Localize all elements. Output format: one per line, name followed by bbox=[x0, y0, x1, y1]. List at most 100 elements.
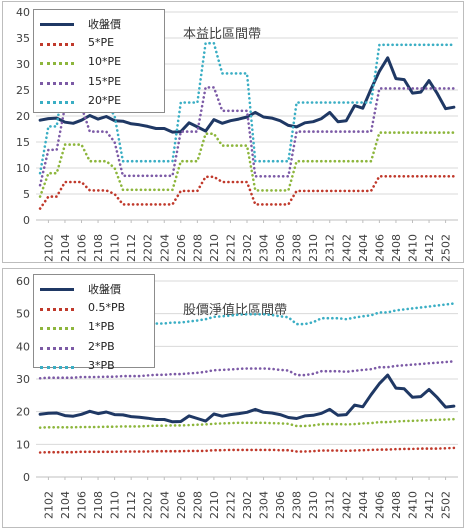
x-tick-label: 2212 bbox=[224, 234, 237, 262]
series-line-1 bbox=[38, 446, 456, 454]
y-tick-label: 40 bbox=[16, 6, 30, 19]
x-tick-label: 2404 bbox=[357, 491, 370, 519]
x-tick-label: 2112 bbox=[125, 491, 138, 519]
legend-swatch bbox=[40, 81, 74, 85]
x-tick-label: 2104 bbox=[59, 491, 72, 519]
x-tick-label: 2404 bbox=[357, 234, 370, 262]
x-tick-label: 2208 bbox=[191, 491, 204, 519]
series-line-2 bbox=[38, 417, 456, 429]
x-tick-label: 2110 bbox=[109, 234, 122, 262]
pb-chart-legend: 收盤價 0.5*PB 1*PB 2*PB 3*PB bbox=[33, 274, 155, 372]
x-tick-label: 2408 bbox=[390, 234, 403, 262]
x-tick-label: 2412 bbox=[423, 234, 436, 262]
x-tick-label: 2204 bbox=[158, 491, 171, 519]
legend-item: 1*PB bbox=[34, 318, 154, 338]
x-tick-label: 2202 bbox=[142, 234, 155, 262]
series-line-2 bbox=[38, 131, 456, 198]
x-tick-label: 2306 bbox=[274, 491, 287, 519]
y-tick-label: 40 bbox=[16, 340, 30, 353]
legend-label: 收盤價 bbox=[88, 18, 121, 31]
x-tick-label: 2304 bbox=[258, 491, 271, 519]
series-line-1 bbox=[38, 175, 456, 210]
x-tick-label: 2204 bbox=[158, 234, 171, 262]
y-tick-label: 10 bbox=[16, 438, 30, 451]
x-tick-label: 2206 bbox=[175, 234, 188, 262]
x-tick-label: 2106 bbox=[76, 234, 89, 262]
series-line-0 bbox=[38, 56, 456, 134]
y-tick-label: 15 bbox=[16, 136, 30, 149]
x-tick-label: 2410 bbox=[406, 234, 419, 262]
series-line-3 bbox=[38, 86, 456, 187]
x-tick-label: 2108 bbox=[92, 234, 105, 262]
y-tick-label: 25 bbox=[16, 84, 30, 97]
x-tick-label: 2410 bbox=[406, 491, 419, 519]
x-tick-label: 2112 bbox=[125, 234, 138, 262]
chart-title: 本益比區間帶 bbox=[183, 27, 261, 42]
x-tick-label: 2206 bbox=[175, 491, 188, 519]
legend-label: 收盤價 bbox=[88, 283, 121, 296]
y-tick-label: 30 bbox=[16, 373, 30, 386]
legend-label: 5*PE bbox=[88, 35, 115, 49]
x-tick-label: 2202 bbox=[142, 491, 155, 519]
y-tick-label: 0 bbox=[23, 471, 30, 484]
legend-swatch bbox=[40, 101, 74, 104]
legend-swatch bbox=[40, 366, 74, 369]
x-tick-label: 2502 bbox=[440, 491, 453, 519]
x-tick-label: 2104 bbox=[59, 234, 72, 262]
legend-item: 收盤價 bbox=[34, 279, 154, 299]
x-tick-label: 2210 bbox=[208, 234, 221, 262]
x-tick-label: 2406 bbox=[373, 491, 386, 519]
legend-item: 收盤價 bbox=[34, 14, 164, 34]
legend-swatch bbox=[40, 23, 74, 26]
x-tick-label: 2208 bbox=[191, 234, 204, 262]
series-line-0 bbox=[38, 373, 456, 424]
x-tick-label: 2306 bbox=[274, 234, 287, 262]
y-tick-label: 0 bbox=[23, 214, 30, 227]
y-tick-label: 10 bbox=[16, 162, 30, 175]
x-tick-label: 2312 bbox=[324, 234, 337, 262]
y-tick-label: 35 bbox=[16, 32, 30, 45]
y-tick-label: 30 bbox=[16, 58, 30, 71]
x-tick-label: 2402 bbox=[340, 491, 353, 519]
y-tick-label: 20 bbox=[16, 110, 30, 123]
pe-chart-legend: 收盤價 5*PE 10*PE 15*PE 20*PE bbox=[33, 9, 165, 113]
x-tick-label: 2408 bbox=[390, 491, 403, 519]
legend-label: 2*PB bbox=[88, 339, 115, 353]
x-tick-label: 2210 bbox=[208, 491, 221, 519]
series-line-3 bbox=[38, 360, 456, 380]
pe-band-chart-panel: 0 5 10 15 20 25 30 35 40 2102 2104 2106 2108 2110 2112… bbox=[2, 1, 464, 263]
x-tick-label: 2108 bbox=[92, 491, 105, 519]
legend-item: 2*PB bbox=[34, 338, 154, 358]
x-tick-label: 2304 bbox=[258, 234, 271, 262]
legend-item: 0.5*PB bbox=[34, 299, 154, 319]
x-tick-label: 2102 bbox=[42, 491, 55, 519]
legend-swatch bbox=[40, 288, 74, 291]
chart-title: 股價淨值比區間帶 bbox=[183, 302, 287, 318]
legend-swatch bbox=[40, 307, 74, 311]
legend-item: 15*PE bbox=[34, 73, 164, 93]
legend-swatch bbox=[40, 327, 74, 330]
x-tick-label: 2310 bbox=[307, 234, 320, 262]
y-tick-label: 50 bbox=[16, 308, 30, 321]
x-tick-label: 2102 bbox=[42, 234, 55, 262]
legend-item: 5*PE bbox=[34, 34, 164, 54]
legend-label: 3*PB bbox=[88, 359, 115, 372]
x-tick-label: 2406 bbox=[373, 234, 386, 262]
legend-item: 10*PE bbox=[34, 53, 164, 73]
series-line-4 bbox=[38, 302, 456, 331]
x-tick-label: 2106 bbox=[76, 491, 89, 519]
legend-label: 1*PB bbox=[88, 320, 115, 333]
x-tick-label: 2412 bbox=[423, 491, 436, 519]
legend-item: 20*PE bbox=[34, 92, 164, 112]
legend-label: 10*PE bbox=[88, 55, 122, 68]
x-tick-label: 2308 bbox=[291, 234, 304, 262]
legend-swatch bbox=[40, 42, 74, 46]
legend-label: 15*PE bbox=[88, 74, 122, 88]
x-tick-label: 2312 bbox=[324, 491, 337, 519]
x-tick-label: 2302 bbox=[241, 234, 254, 262]
x-tick-label: 2302 bbox=[241, 491, 254, 519]
legend-swatch bbox=[40, 62, 74, 65]
legend-label: 0.5*PB bbox=[88, 300, 126, 314]
y-tick-label: 20 bbox=[16, 406, 30, 419]
x-tick-label: 2502 bbox=[440, 234, 453, 262]
